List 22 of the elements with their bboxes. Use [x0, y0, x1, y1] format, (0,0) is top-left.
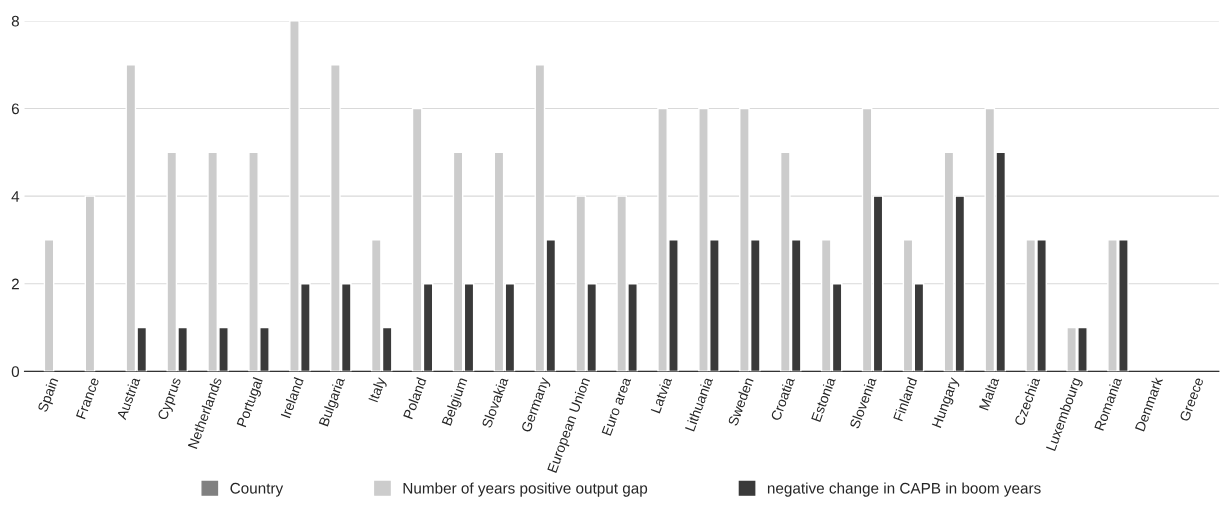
legend-label: negative change in CAPB in boom years: [767, 482, 1041, 497]
x-tick-label: Italy: [368, 376, 389, 404]
bar: [43, 239, 55, 372]
bar: [84, 195, 96, 372]
y-tick-label: 8: [11, 15, 19, 27]
x-tick-label: Spain: [37, 377, 61, 414]
y-tick-label: 4: [11, 191, 20, 202]
legend-label: Country: [230, 482, 284, 497]
x-tick-label: France: [76, 376, 100, 420]
y-tick-label: 0: [11, 366, 20, 378]
x-tick-label: Ireland: [280, 377, 304, 419]
x-tick-label: Croatia: [770, 376, 795, 422]
x-tick-label: Greece: [1179, 376, 1204, 422]
x-tick-label: Euro area: [601, 376, 632, 436]
x-tick-label: Malta: [978, 376, 1000, 411]
y-tick-label: 2: [11, 278, 19, 290]
legend-label: Number of years positive output gap: [403, 482, 648, 497]
x-tick-label: Poland: [402, 377, 427, 420]
x-tick-label: Latvia: [650, 376, 673, 414]
x-tick-label: Austria: [116, 376, 141, 421]
x-tick-label: Cyprus: [157, 376, 184, 422]
y-tick-label: 6: [11, 103, 19, 115]
